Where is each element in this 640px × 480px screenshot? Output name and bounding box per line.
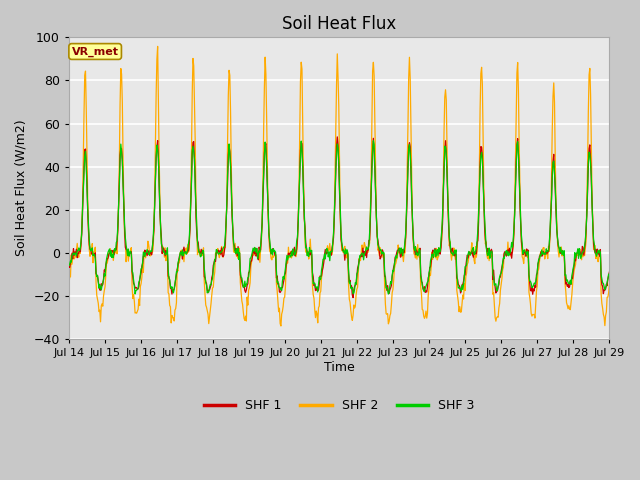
- Legend: SHF 1, SHF 2, SHF 3: SHF 1, SHF 2, SHF 3: [199, 394, 479, 417]
- Title: Soil Heat Flux: Soil Heat Flux: [282, 15, 396, 33]
- Text: VR_met: VR_met: [72, 47, 118, 57]
- X-axis label: Time: Time: [324, 361, 355, 374]
- Y-axis label: Soil Heat Flux (W/m2): Soil Heat Flux (W/m2): [15, 120, 28, 256]
